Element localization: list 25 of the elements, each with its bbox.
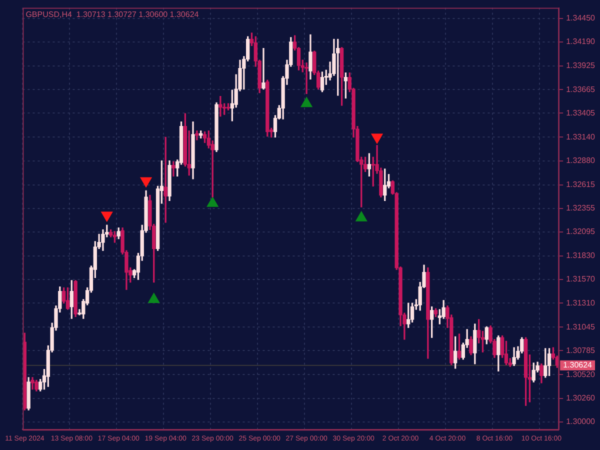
y-tick-label: 1.33405 — [566, 108, 596, 118]
y-tick-label: 1.30000 — [566, 417, 596, 426]
y-tick-label: 1.30520 — [566, 370, 596, 379]
y-tick-label: 1.32355 — [566, 204, 596, 213]
y-tick-label: 1.31830 — [566, 251, 596, 260]
y-tick-label: 1.31570 — [566, 274, 596, 284]
y-tick-label: 1.32880 — [566, 156, 596, 165]
candlestick — [218, 96, 222, 117]
y-tick-label: 1.30260 — [566, 394, 596, 403]
y-tick-label: 1.31310 — [566, 298, 596, 308]
y-tick-label: 1.31045 — [566, 322, 596, 332]
candlestick — [304, 62, 308, 94]
candlestick — [262, 48, 266, 90]
candlestick — [30, 377, 34, 390]
y-tick-label: 1.34190 — [566, 37, 596, 46]
chart-title: GBPUSD,H4 1.30713 1.30727 1.30600 1.30624 — [26, 10, 200, 20]
y-tick-label: 1.32095 — [566, 227, 596, 236]
ref-line-label: 1.30624 — [563, 360, 593, 370]
y-tick-label: 1.30785 — [566, 346, 596, 355]
y-tick-label: 1.32615 — [566, 180, 596, 189]
y-tick-label: 1.34450 — [566, 14, 596, 23]
y-tick-label: 1.33665 — [566, 84, 596, 94]
y-tick-label: 1.33925 — [566, 61, 596, 70]
y-tick-label: 1.33140 — [566, 132, 596, 142]
candlestick — [172, 161, 176, 177]
